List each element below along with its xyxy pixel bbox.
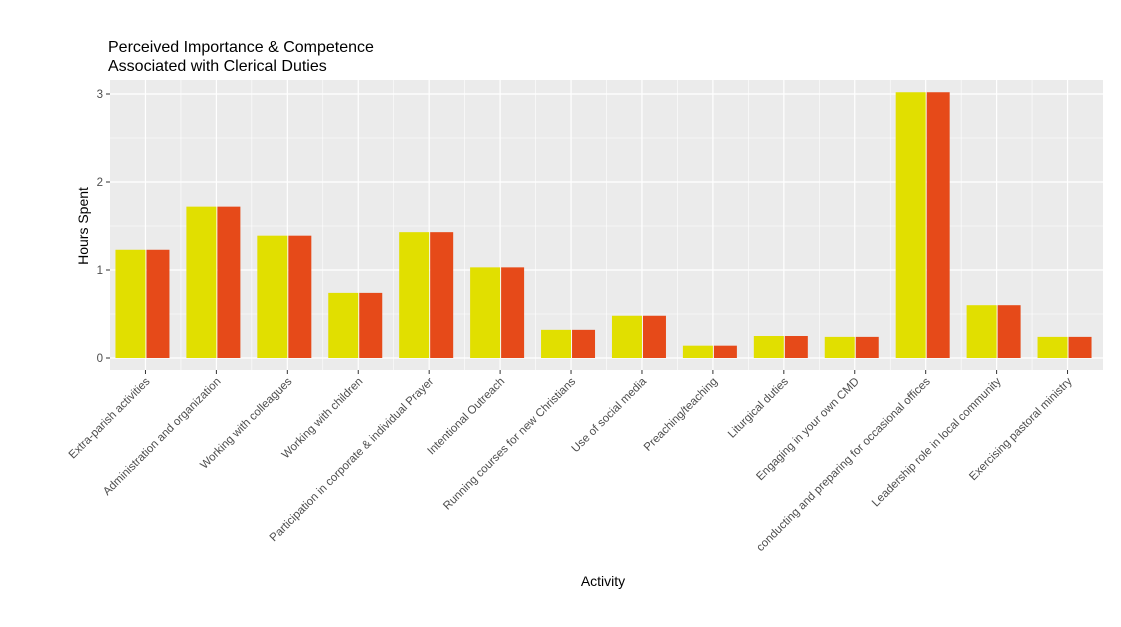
bar-importance (541, 329, 572, 358)
bar-competence (501, 267, 525, 358)
x-tick-label: Running courses for new Christians (441, 375, 578, 512)
x-tick-label: Leadership role in local community (870, 375, 1004, 509)
y-axis-title: Hours Spent (75, 187, 91, 265)
bar-importance (753, 336, 784, 358)
x-tick-label: Preaching/teaching (642, 376, 720, 454)
bar-competence (997, 305, 1021, 358)
x-tick-label: Intentional Outreach (426, 376, 508, 458)
bar-importance (115, 249, 146, 358)
bar-importance (470, 267, 501, 358)
x-tick-label: Liturgical duties (726, 375, 791, 440)
bar-competence (784, 336, 808, 358)
x-tick-label: Use of social media (570, 375, 650, 455)
bar-competence (217, 206, 241, 358)
bar-competence (146, 249, 170, 358)
chart-title-line-2: Associated with Clerical Duties (108, 58, 327, 75)
x-tick-label: Working with children (280, 376, 366, 462)
bar-competence (1068, 336, 1092, 358)
bar-competence (359, 292, 383, 358)
bar-competence (926, 92, 950, 359)
bar-competence (642, 315, 666, 358)
bars (115, 92, 1092, 359)
x-tick-label: Administration and organization (101, 376, 223, 498)
bar-competence (855, 336, 879, 358)
bar-importance (257, 235, 288, 358)
y-tick-label: 1 (97, 265, 103, 277)
bar-importance (328, 292, 359, 358)
chart-title-line-1: Perceived Importance & Competence (108, 39, 374, 56)
bar-importance (895, 92, 926, 359)
bar-importance (399, 232, 430, 358)
bar-competence (572, 329, 596, 358)
x-axis-title: Activity (581, 573, 625, 589)
bar-competence (713, 345, 737, 358)
bar-importance (1037, 336, 1068, 358)
x-tick-label: Participation in corporate & individual … (268, 376, 437, 545)
x-tick-label: Extra-parish activities (67, 375, 153, 461)
y-axis: 0 1 2 3 (97, 89, 110, 365)
bar-competence (288, 235, 312, 358)
minor-gridlines (110, 80, 1103, 370)
y-tick-label: 3 (97, 89, 103, 101)
bar-importance (186, 206, 217, 358)
bar-importance (682, 345, 713, 358)
y-tick-label: 2 (97, 177, 103, 189)
bar-importance (966, 305, 997, 358)
bar-importance (611, 315, 642, 358)
bar-competence (430, 232, 454, 358)
bar-importance (824, 336, 855, 358)
y-tick-label: 0 (97, 353, 103, 365)
